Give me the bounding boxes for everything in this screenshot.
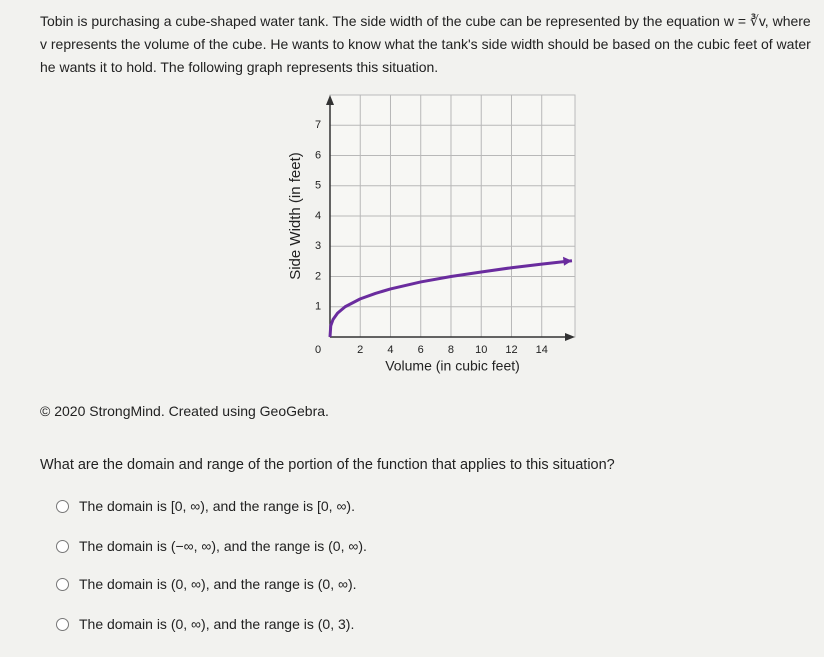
x-tick-label: 6 <box>418 344 424 356</box>
option[interactable]: The domain is [0, ∞), and the range is [… <box>56 498 355 514</box>
y-tick-label: 7 <box>315 119 321 131</box>
x-tick-label: 4 <box>387 344 393 356</box>
x-tick-label: 0 <box>315 344 321 356</box>
option-text: The domain is [0, ∞), and the range is [… <box>79 498 355 514</box>
option[interactable]: The domain is (−∞, ∞), and the range is … <box>56 538 367 554</box>
x-tick-label: 12 <box>505 344 517 356</box>
y-tick-label: 2 <box>315 270 321 282</box>
credit: © 2020 StrongMind. Created using GeoGebr… <box>40 403 329 419</box>
option[interactable]: The domain is (0, ∞), and the range is (… <box>56 616 354 632</box>
radio[interactable] <box>56 617 69 631</box>
radio[interactable] <box>56 499 69 513</box>
radio[interactable] <box>56 539 69 553</box>
y-tick-label: 4 <box>315 210 321 222</box>
y-tick-label: 5 <box>315 180 321 192</box>
y-tick-label: 1 <box>315 301 321 313</box>
question: What are the domain and range of the por… <box>40 457 615 473</box>
x-tick-label: 8 <box>448 344 454 356</box>
y-axis-arrow <box>326 95 334 105</box>
option-text: The domain is (0, ∞), and the range is (… <box>79 576 357 592</box>
x-tick-label: 2 <box>357 344 363 356</box>
option-text: The domain is (0, ∞), and the range is (… <box>79 616 355 632</box>
x-tick-label: 14 <box>536 344 548 356</box>
x-axis-arrow <box>565 333 575 341</box>
x-tick-label: 10 <box>475 344 487 356</box>
line-arrow <box>562 256 572 266</box>
option[interactable]: The domain is (0, ∞), and the range is (… <box>56 576 357 592</box>
y-axis-label: Side Width (in feet) <box>287 152 304 280</box>
data-line <box>328 259 573 338</box>
intro-text: Tobin is purchasing a cube-shaped water … <box>40 13 811 75</box>
y-tick-label: 6 <box>315 149 321 161</box>
x-axis-label: Volume (in cubic feet) <box>385 358 520 374</box>
radio[interactable] <box>56 577 69 591</box>
y-tick-label: 3 <box>315 240 321 252</box>
option-text: The domain is (−∞, ∞), and the range is … <box>79 538 367 554</box>
